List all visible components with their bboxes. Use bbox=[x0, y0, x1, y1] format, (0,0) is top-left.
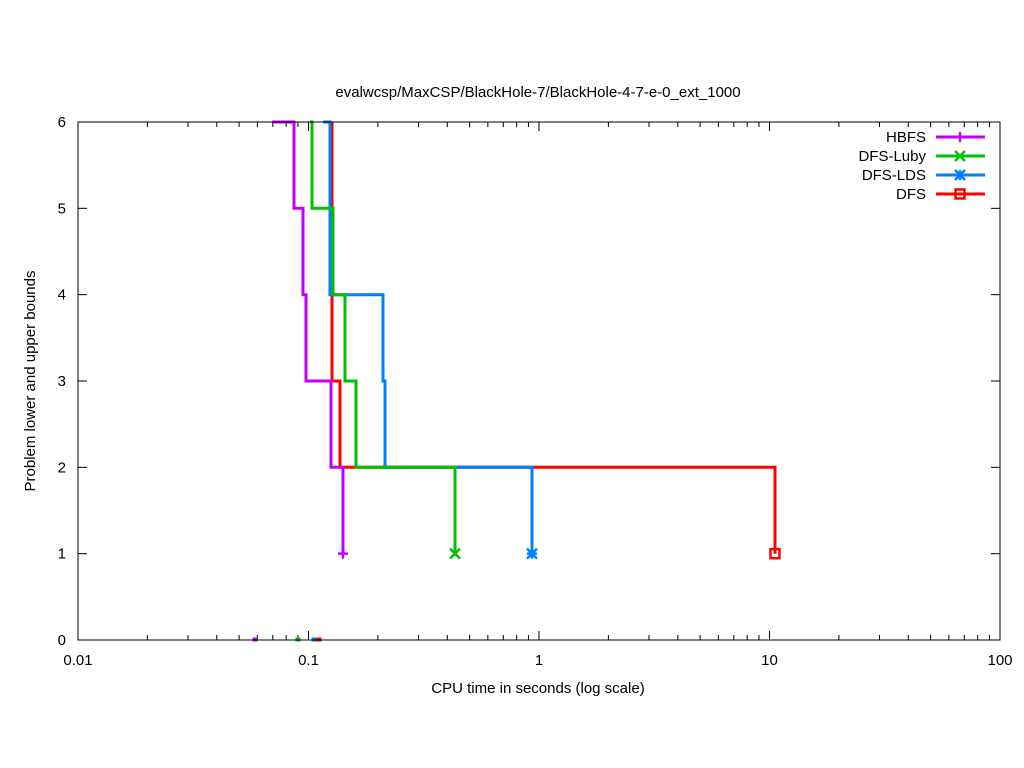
y-tick-label: 2 bbox=[58, 459, 66, 476]
series-line-dfs-lds bbox=[323, 120, 534, 554]
series-marker-hbfs bbox=[337, 548, 348, 559]
y-tick-label: 4 bbox=[58, 287, 66, 304]
y-tick-label: 3 bbox=[58, 373, 66, 390]
series-marker-dfs-lds bbox=[526, 547, 538, 560]
plot-border bbox=[77, 121, 1001, 641]
x-tick-label: 10 bbox=[761, 652, 778, 669]
legend-label-dfs-lds: DFS-LDS bbox=[862, 167, 926, 184]
legend-label-hbfs: HBFS bbox=[886, 129, 926, 146]
y-tick-label: 0 bbox=[58, 632, 66, 649]
legend: HBFS DFS-Luby DFS-LDS DFS bbox=[858, 129, 985, 203]
series-group bbox=[252, 120, 781, 642]
legend-label-dfs: DFS bbox=[896, 186, 926, 203]
x-tick-label: 100 bbox=[987, 652, 1012, 669]
series-marker-dfs bbox=[769, 547, 781, 560]
series-marker-hbfs-shape bbox=[337, 548, 348, 559]
legend-marker-hbfs-shape bbox=[955, 132, 965, 142]
legend-marker-dfs-luby-shape bbox=[954, 150, 966, 162]
x-axis-label: CPU time in seconds (log scale) bbox=[431, 680, 644, 697]
y-tick-label: 6 bbox=[58, 114, 66, 131]
series-line-dfs-luby bbox=[310, 120, 457, 554]
series-marker-dfs-shape bbox=[769, 547, 781, 560]
series-line-dfs bbox=[330, 122, 777, 554]
series-line-hbfs bbox=[272, 120, 345, 554]
legend-marker-dfs-luby bbox=[954, 150, 966, 162]
legend-label-dfs-luby: DFS-Luby bbox=[858, 148, 926, 165]
x-tick-label: 0.01 bbox=[63, 652, 92, 669]
x-tick-label: 1 bbox=[535, 652, 543, 669]
series-marker-dfs-lds-shape bbox=[526, 547, 538, 560]
y-tick-label: 1 bbox=[58, 546, 66, 563]
axes: 0.01 0.1 1 10 100 0 1 2 3 4 5 6 bbox=[58, 114, 1013, 669]
legend-marker-dfs-lds bbox=[954, 169, 966, 181]
y-axis-label: Problem lower and upper bounds bbox=[22, 271, 39, 492]
y-tick-label: 5 bbox=[58, 200, 66, 217]
legend-marker-dfs-shape bbox=[954, 188, 966, 200]
legend-marker-dfs-lds-shape bbox=[954, 169, 966, 181]
legend-marker-dfs bbox=[954, 188, 966, 200]
series-marker-dfs-luby-shape bbox=[449, 547, 461, 560]
series-marker-dfs-luby bbox=[449, 547, 461, 560]
chart-title: evalwcsp/MaxCSP/BlackHole-7/BlackHole-4-… bbox=[335, 84, 740, 101]
legend-marker-hbfs bbox=[955, 132, 965, 142]
x-tick-label: 0.1 bbox=[298, 652, 319, 669]
